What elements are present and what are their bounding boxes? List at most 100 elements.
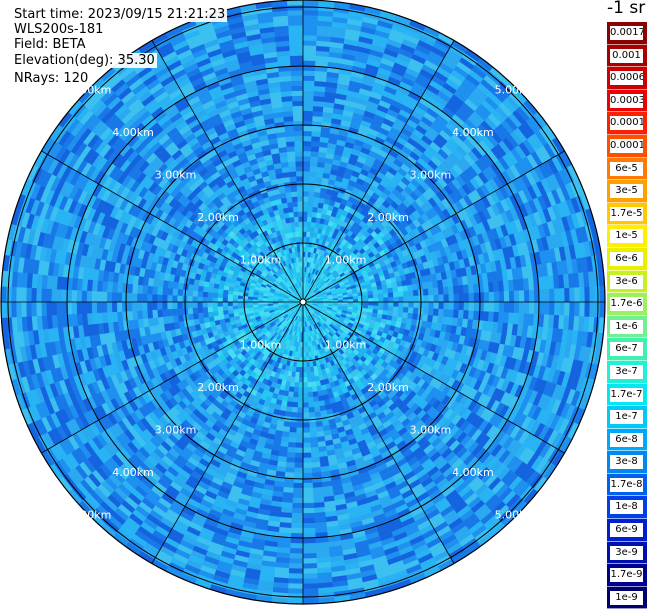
backscatter-cell [303, 352, 306, 357]
backscatter-cell [297, 408, 303, 413]
backscatter-cell [287, 202, 293, 208]
backscatter-cell [303, 96, 314, 101]
backscatter-cell [294, 217, 299, 222]
backscatter-cell [233, 298, 238, 302]
backscatter-cell [299, 216, 304, 221]
backscatter-cell [296, 161, 303, 166]
backscatter-cell [296, 428, 303, 433]
backscatter-cell [303, 503, 314, 508]
backscatter-cell [303, 357, 306, 362]
backscatter-cell [228, 302, 233, 306]
backscatter-cell [408, 290, 414, 296]
backscatter-cell [198, 313, 204, 319]
backscatter-cell [307, 382, 312, 387]
backscatter-cell [295, 146, 303, 151]
backscatter-cell [287, 151, 295, 157]
backscatter-cell [310, 437, 318, 443]
backscatter-cell [192, 308, 198, 314]
backscatter-cell [314, 192, 320, 198]
backscatter-cell [298, 196, 304, 201]
backscatter-cell [407, 313, 413, 319]
backscatter-cell [311, 136, 320, 142]
backscatter-cell [287, 447, 295, 453]
backscatter-cell [499, 292, 504, 303]
backscatter-cell [137, 285, 143, 294]
backscatter-cell [439, 295, 444, 302]
backscatter-cell [157, 287, 163, 295]
backscatter-cell [303, 242, 306, 247]
backscatter-cell [296, 171, 303, 176]
backscatter-cell [303, 423, 310, 428]
backscatter-cell [394, 297, 399, 302]
backscatter-cell [303, 468, 312, 473]
backscatter-cell [286, 192, 292, 198]
backscatter-cell [292, 503, 303, 508]
backscatter-cell [310, 427, 317, 433]
backscatter-cell [172, 309, 178, 316]
backscatter-cell [388, 302, 393, 307]
backscatter-cell [298, 206, 303, 211]
backscatter-cell [294, 382, 299, 387]
backscatter-cell [142, 294, 147, 302]
backscatter-cell [286, 406, 292, 412]
backscatter-cell [308, 397, 314, 402]
backscatter-cell [167, 302, 172, 309]
backscatter-cell [288, 161, 296, 167]
backscatter-cell [127, 284, 133, 293]
backscatter-cell [311, 452, 319, 458]
backscatter-cell [312, 387, 317, 393]
backscatter-cell [311, 462, 320, 468]
backscatter-cell [142, 310, 148, 319]
backscatter-cell [311, 447, 319, 453]
backscatter-cell [314, 197, 320, 203]
backscatter-cell [197, 291, 203, 297]
backscatter-cell [300, 357, 303, 362]
backscatter-cell [509, 302, 514, 313]
backscatter-cell [291, 186, 297, 192]
backscatter-cell [299, 377, 303, 382]
backscatter-cell [306, 362, 310, 367]
backscatter-cell [458, 310, 464, 319]
backscatter-cell [295, 377, 299, 382]
backscatter-cell [383, 298, 388, 303]
backscatter-cell [449, 294, 454, 302]
backscatter-cell [223, 310, 229, 315]
backscatter-cell [292, 196, 298, 202]
backscatter-cell [303, 433, 310, 438]
backscatter-cell [474, 302, 479, 311]
backscatter-cell [293, 483, 303, 488]
backscatter-cell [287, 146, 295, 152]
backscatter-cell [293, 116, 303, 121]
backscatter-cell [243, 305, 248, 308]
backscatter-cell [177, 289, 183, 296]
backscatter-cell [444, 294, 449, 302]
backscatter-cell [303, 196, 309, 201]
backscatter-cell [404, 302, 409, 308]
backscatter-cell [303, 227, 307, 232]
backscatter-cell [147, 310, 153, 318]
backscatter-cell [293, 101, 304, 106]
backscatter-cell [459, 302, 464, 310]
backscatter-cell [378, 294, 383, 298]
backscatter-cell [253, 304, 258, 307]
backscatter-cell [439, 302, 444, 309]
backscatter-cell [444, 302, 449, 310]
backscatter-cell [243, 302, 248, 305]
backscatter-cell [288, 442, 296, 448]
backscatter-cell [290, 176, 297, 182]
backscatter-cell [414, 296, 419, 302]
backscatter-cell [303, 382, 308, 387]
backscatter-cell [413, 290, 419, 296]
backscatter-cell [127, 302, 132, 311]
backscatter-cell [468, 284, 474, 293]
backscatter-cell [297, 413, 303, 418]
backscatter-cell [294, 473, 303, 478]
backscatter-cell [295, 141, 303, 146]
backscatter-cell [102, 292, 107, 303]
backscatter-cell [303, 413, 309, 418]
backscatter-cell [309, 407, 315, 413]
backscatter-cell [373, 290, 379, 294]
backscatter-cell [494, 302, 499, 312]
backscatter-cell [286, 136, 295, 142]
backscatter-cell [207, 302, 212, 307]
